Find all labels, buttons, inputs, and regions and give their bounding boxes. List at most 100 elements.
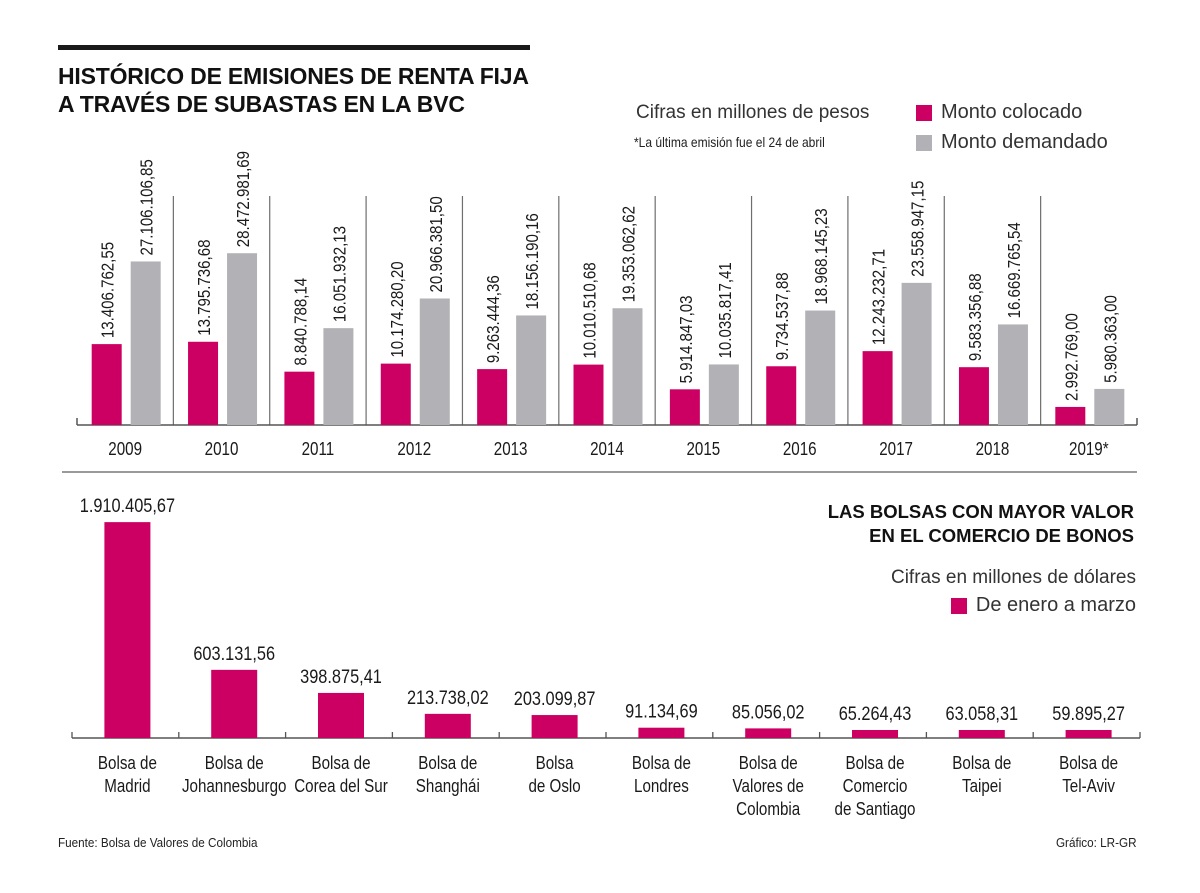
x-tick-label: Bolsa de [952,753,1011,774]
data-label-group: 13.795.736,68 [195,240,214,336]
x-tick-label-group: Bolsa de [311,753,370,774]
x-tick-label-group: 2013 [494,439,528,460]
data-label-group: 12.243.232,71 [870,249,889,345]
bar-bolsa [852,730,898,738]
bar-monto-demandado [708,364,739,425]
x-tick-label: Valores de [733,776,804,797]
data-label: 28.472.981,69 [234,151,253,247]
data-label-group: 2.992.769,00 [1062,313,1081,401]
units-label: Cifras en millones de pesos [636,102,870,123]
bar-bolsa [638,727,685,738]
data-label: 5.914.847,03 [677,295,696,383]
data-label: 59.895,27 [1052,703,1125,724]
bar-bolsa [211,669,258,738]
x-tick-label-group: Corea del Sur [294,776,388,797]
bar-monto-demandado [997,324,1028,425]
legend-label-enero-marzo: De enero a marzo [975,594,1136,616]
x-tick-label: 2019* [1069,439,1109,460]
x-tick-label: 2018 [976,439,1010,460]
x-tick-label-group: Bolsa de [205,753,264,774]
data-label: 18.968.145,23 [812,208,831,304]
data-label-group: 398.875,41 [300,666,382,687]
bar-bolsa [1065,730,1112,738]
data-label-group: 18.968.145,23 [812,208,831,304]
x-tick-label: 2010 [205,439,239,460]
data-label-group: 603.131,56 [193,643,275,664]
x-tick-label-group: Bolsa de [952,753,1011,774]
x-tick-label-group: 2017 [879,439,913,460]
x-tick-label-group: 2010 [205,439,239,460]
x-tick-label: Taipei [962,776,1002,797]
x-tick-label-group: Tel-Aviv [1062,776,1115,797]
data-label: 19.353.062,62 [619,206,638,302]
data-label: 1.910.405,67 [80,495,175,516]
x-tick-label-group: de Oslo [528,776,580,797]
x-tick-label-group: Taipei [962,776,1002,797]
data-label: 13.406.762,55 [99,242,118,338]
x-tick-label-group: Shanghái [416,776,480,797]
x-tick-label-group: Madrid [104,776,150,797]
data-label-group: 20.966.381,50 [427,196,446,292]
x-tick-label: Johannesburgo [182,776,287,797]
chart2-title-line2: EN EL COMERCIO DE BONOS [869,525,1134,546]
bar-monto-demandado [130,261,161,425]
legend-item-demandado: Monto demandado [916,131,1108,154]
x-tick-label: Londres [634,776,689,797]
bar-monto-colocado [1055,406,1086,425]
data-label-group: 203.099,87 [514,688,596,709]
x-tick-label-group: Bolsa de [845,753,904,774]
x-tick-label-group: Bolsa de [418,753,477,774]
bar-monto-colocado [188,341,219,425]
data-label-group: 8.840.788,14 [291,278,310,366]
data-label-group: 13.406.762,55 [99,242,118,338]
data-label-group: 10.010.510,68 [580,262,599,358]
x-tick-label: 2012 [397,439,431,460]
x-tick-label-group: de Santiago [835,799,916,820]
data-label-group: 9.734.537,88 [773,272,792,360]
x-tick-label: 2016 [783,439,817,460]
data-label: 203.099,87 [514,688,596,709]
data-label: 10.010.510,68 [580,262,599,358]
data-label: 12.243.232,71 [870,249,889,345]
bar-bolsa [745,728,792,738]
data-label: 603.131,56 [193,643,275,664]
x-tick-label: 2013 [494,439,528,460]
bar-bolsa [424,713,471,738]
x-tick-label: Bolsa [536,753,574,774]
x-tick-label: Bolsa de [311,753,370,774]
bar-monto-colocado [958,367,989,425]
data-label: 27.106.106,85 [138,159,157,255]
bar-monto-colocado [477,369,508,425]
x-tick-label: Corea del Sur [294,776,388,797]
x-tick-label-group: Bolsa [536,753,574,774]
x-tick-label: 2014 [590,439,624,460]
data-label-group: 16.051.932,13 [330,226,349,322]
chart-emisiones: 13.406.762,55 27.106.106,85 2009 13.795.736… [76,151,1138,460]
data-label-group: 19.353.062,62 [619,206,638,302]
footnote: *La última emisión fue el 24 de abril [634,134,825,150]
legend-label-demandado: Monto demandado [941,131,1108,153]
bar-bolsa [531,715,578,738]
data-label-group: 91.134,69 [625,701,698,722]
data-label-group: 28.472.981,69 [234,151,253,247]
legend-item-enero-marzo: De enero a marzo [950,594,1136,617]
bar-monto-colocado [284,371,315,425]
chart-title-line2: A TRAVÉS DE SUBASTAS EN LA BVC [58,91,465,117]
data-label-group: 5.914.847,03 [677,295,696,383]
x-tick-label: Shanghái [416,776,480,797]
credit-note: Gráfico: LR-GR [1056,835,1137,850]
x-tick-label-group: Bolsa de [739,753,798,774]
data-label-group: 63.058,31 [945,703,1018,724]
bar-monto-colocado [766,366,797,425]
x-tick-label: de Santiago [835,799,916,820]
bar-monto-colocado [669,389,700,425]
x-tick-label: Comercio [843,776,908,797]
data-label: 20.966.381,50 [427,196,446,292]
bar-monto-demandado [516,315,547,425]
source-note: Fuente: Bolsa de Valores de Colombia [58,835,258,850]
bar-monto-demandado [323,328,354,425]
bar-monto-demandado [227,253,258,425]
chart-title: HISTÓRICO DE EMISIONES DE RENTA FIJA A T… [58,62,529,118]
data-label-group: 18.156.190,16 [523,213,542,309]
data-label-group: 27.106.106,85 [138,159,157,255]
